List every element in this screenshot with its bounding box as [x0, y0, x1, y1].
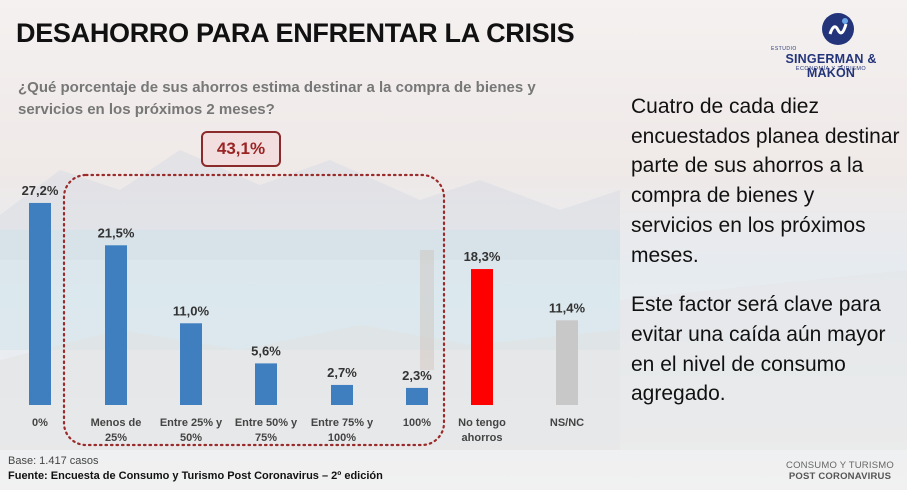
- data-label-7: 11,4%: [549, 300, 586, 315]
- bar-2: [180, 323, 202, 405]
- group-total-badge: 43,1%: [201, 131, 281, 167]
- footer-brand: CONSUMO Y TURISMO POST CORONAVIRUS: [780, 460, 900, 482]
- logo-name: SINGERMAN & MAKÓN: [785, 52, 877, 80]
- category-label-2: Entre 25% y 50%: [160, 417, 223, 444]
- data-label-6: 18,3%: [464, 249, 501, 264]
- data-label-3: 5,6%: [251, 343, 281, 358]
- data-label-2: 11,0%: [173, 303, 210, 318]
- grouped-categories-outline: [62, 173, 446, 447]
- bar-4: [331, 384, 353, 405]
- bar-3: [255, 363, 277, 405]
- bar-0: [29, 202, 51, 405]
- category-label-4: Entre 75% y 100%: [311, 417, 374, 444]
- category-label-5: 100%: [403, 417, 431, 429]
- commentary-paragraph-2: Este factor será clave para evitar una c…: [631, 293, 886, 406]
- side-commentary: Cuatro de cada diez encuestados planea d…: [631, 92, 901, 429]
- bar-6: [471, 269, 493, 405]
- commentary-paragraph-1: Cuatro de cada diez encuestados planea d…: [631, 95, 900, 267]
- data-label-0: 27,2%: [22, 183, 59, 198]
- category-label-0: 0%: [32, 417, 48, 429]
- category-label-1: Menos de 25%: [91, 417, 142, 444]
- category-label-7: NS/NC: [550, 417, 584, 429]
- bar-1: [105, 245, 127, 405]
- category-label-6: No tengo ahorros: [458, 417, 506, 444]
- logo-small-text: ESTUDIO: [771, 46, 797, 52]
- footer-line-1: CONSUMO Y TURISMO: [786, 460, 894, 471]
- page-title: DESAHORRO PARA ENFRENTAR LA CRISIS: [16, 18, 575, 48]
- logo-mark-icon: [822, 13, 854, 45]
- bar-7: [556, 320, 578, 405]
- bar-5: [406, 387, 428, 405]
- source-note: Fuente: Encuesta de Consumo y Turismo Po…: [8, 470, 383, 482]
- data-label-1: 21,5%: [98, 225, 135, 240]
- data-label-4: 2,7%: [327, 365, 357, 380]
- category-label-3: Entre 50% y 75%: [235, 417, 298, 444]
- logo-subtitle: ECONOMÍA Y TURISMO: [795, 66, 867, 72]
- sample-base: Base: 1.417 casos: [8, 455, 99, 467]
- survey-question: ¿Qué porcentaje de sus ahorros estima de…: [18, 79, 536, 118]
- brand-logo: ESTUDIO SINGERMAN & MAKÓN ECONOMÍA Y TUR…: [765, 10, 897, 80]
- data-label-5: 2,3%: [402, 368, 432, 383]
- footer-line-2: POST CORONAVIRUS: [788, 471, 892, 482]
